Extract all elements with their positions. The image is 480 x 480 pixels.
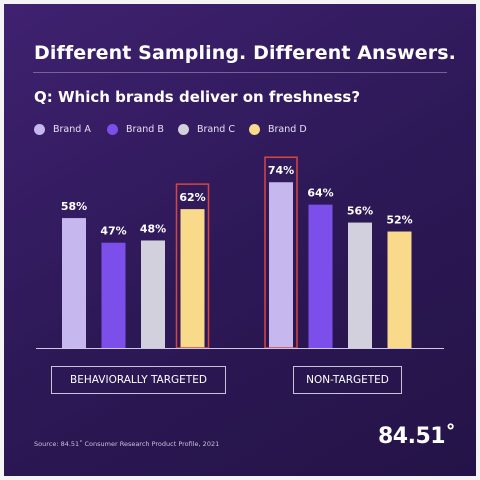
legend-item-brand-d: Brand D [249,124,307,135]
value-label-brand-b-non-targeted: 64% [307,187,333,200]
bar-brand-b-behaviorally-targeted [101,242,126,348]
source-note: Source: 84.51˚ Consumer Research Product… [34,440,220,448]
bar-brand-b-non-targeted [308,204,333,348]
bar-brand-a-non-targeted [269,182,293,348]
legend-item-brand-c: Brand C [178,124,235,135]
title-divider [33,72,447,73]
bar-brand-c-non-targeted [348,222,372,348]
bar-brand-d-non-targeted [387,231,412,348]
legend-label-brand-a: Brand A [53,124,91,135]
legend-label-brand-d: Brand D [268,124,307,135]
bar-brand-a-behaviorally-targeted [62,218,86,348]
question-text: Q: Which brands deliver on freshness? [34,88,361,106]
bar-brand-d-behaviorally-targeted [180,209,205,348]
legend-swatch-brand-c [178,124,189,135]
category-label-behaviorally-targeted: BEHAVIORALLY TARGETED [51,366,226,394]
legend-swatch-brand-b [107,124,118,135]
value-label-brand-b-behaviorally-targeted: 47% [100,225,126,238]
value-label-brand-c-behaviorally-targeted: 48% [140,222,166,235]
value-label-brand-d-behaviorally-targeted: 62% [179,191,205,204]
legend-swatch-brand-d [249,124,260,135]
bar-brand-c-behaviorally-targeted [141,240,165,348]
category-label-non-targeted: NON-TARGETED [293,366,402,394]
value-label-brand-c-non-targeted: 56% [347,205,373,218]
page-title: Different Sampling. Different Answers. [34,42,456,64]
brand-logo: 84.51˚ [378,424,456,449]
legend-swatch-brand-a [34,124,45,135]
legend-label-brand-c: Brand C [197,124,235,135]
value-label-brand-a-non-targeted: 74% [268,164,294,177]
legend-label-brand-b: Brand B [126,124,164,135]
value-label-brand-a-behaviorally-targeted: 58% [61,200,87,213]
bar-chart: 58% 47% 48% 62% 74% 64% 56% 52% [36,156,444,349]
legend-item-brand-b: Brand B [107,124,164,135]
infographic-card: Different Sampling. Different Answers. Q… [4,4,476,476]
value-label-brand-d-non-targeted: 52% [386,214,412,227]
legend-item-brand-a: Brand A [34,124,91,135]
